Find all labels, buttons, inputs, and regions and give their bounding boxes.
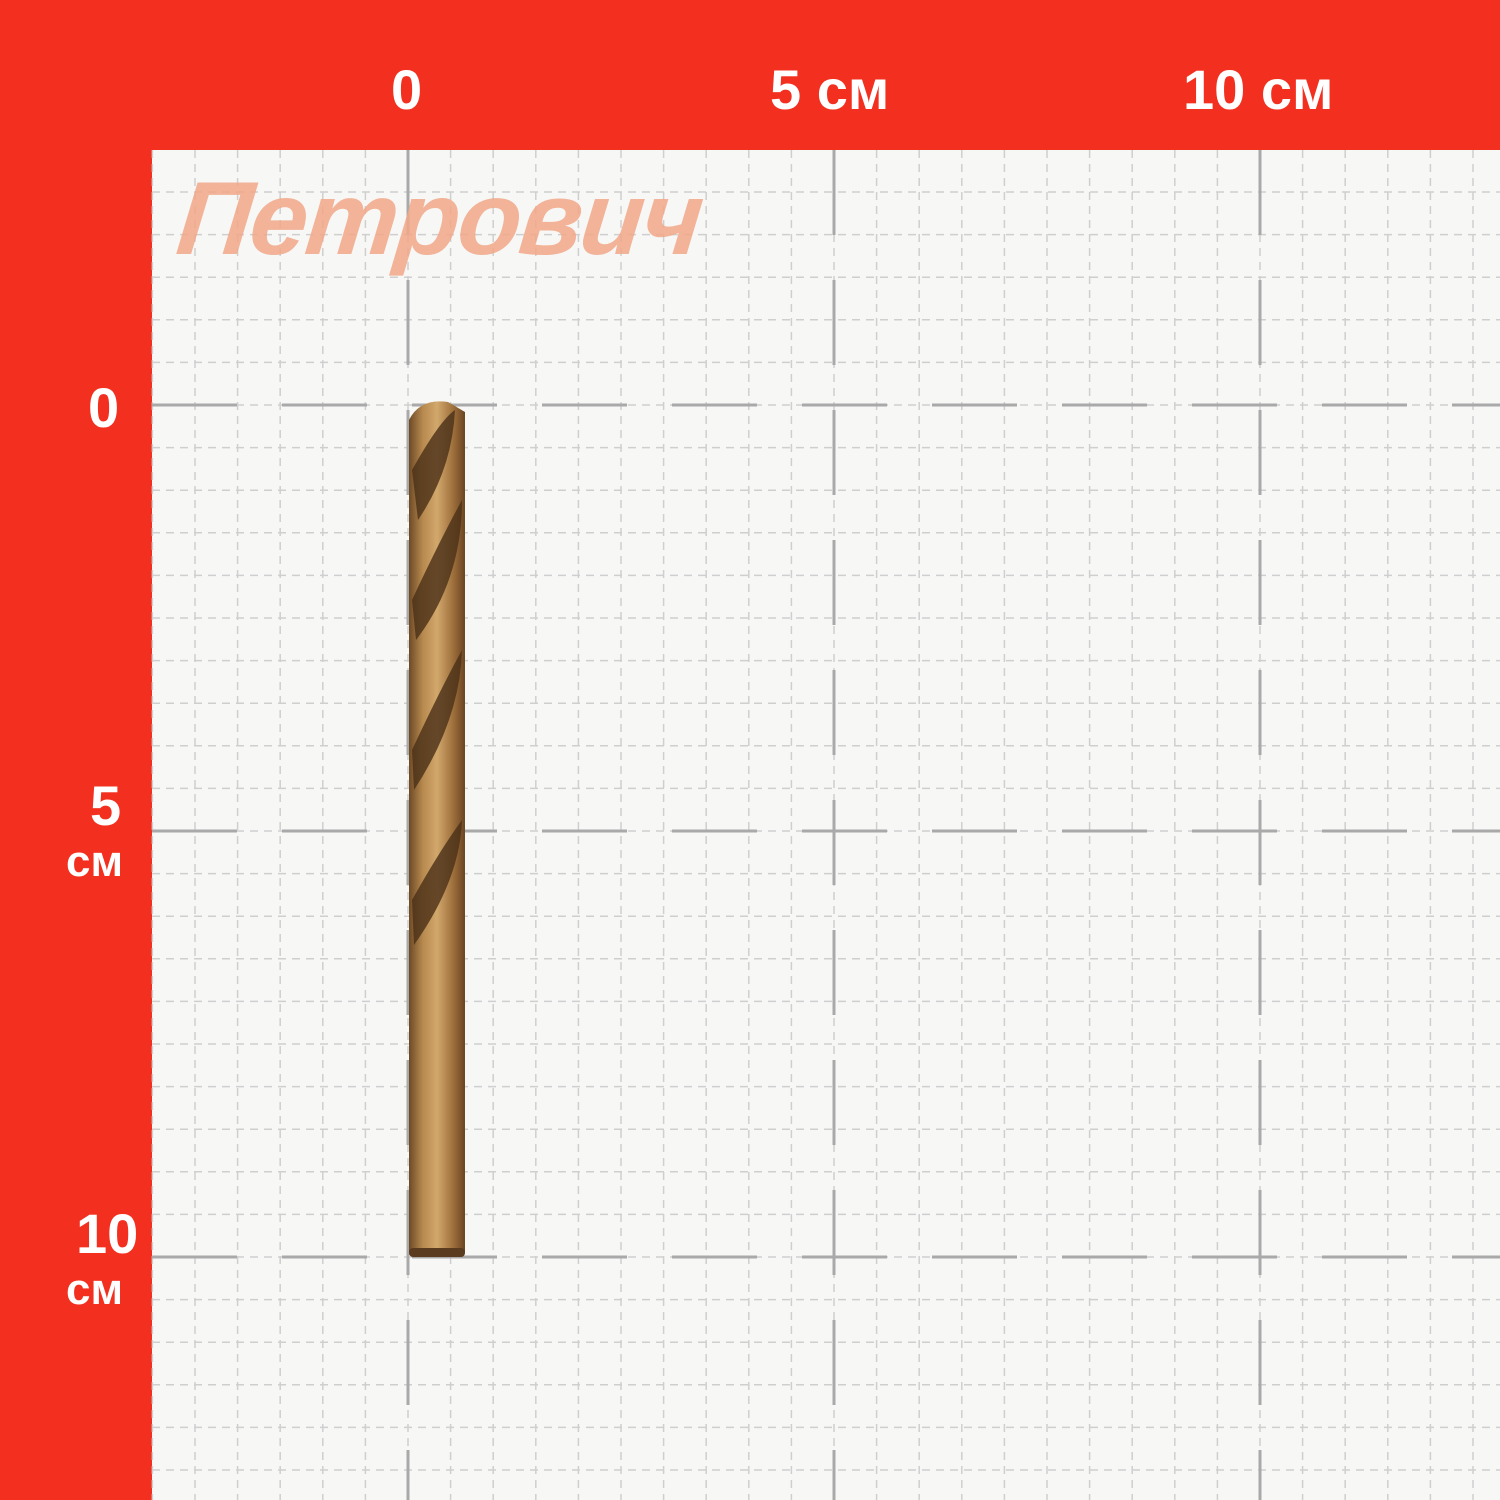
top-label-5cm: 5 см bbox=[770, 58, 890, 121]
drill-flutes bbox=[412, 410, 462, 945]
top-label-0: 0 bbox=[391, 58, 423, 121]
drill-end bbox=[409, 1248, 465, 1257]
left-label-0: 0 bbox=[88, 376, 120, 439]
left-unit-5: см bbox=[66, 837, 124, 886]
drill-shank bbox=[409, 930, 465, 1257]
left-unit-10: см bbox=[66, 1265, 124, 1314]
measuring-grid bbox=[152, 150, 1500, 1500]
left-label-10: 10 bbox=[76, 1202, 139, 1265]
left-label-5: 5 bbox=[90, 774, 122, 837]
top-label-10cm: 10 см bbox=[1183, 58, 1334, 121]
